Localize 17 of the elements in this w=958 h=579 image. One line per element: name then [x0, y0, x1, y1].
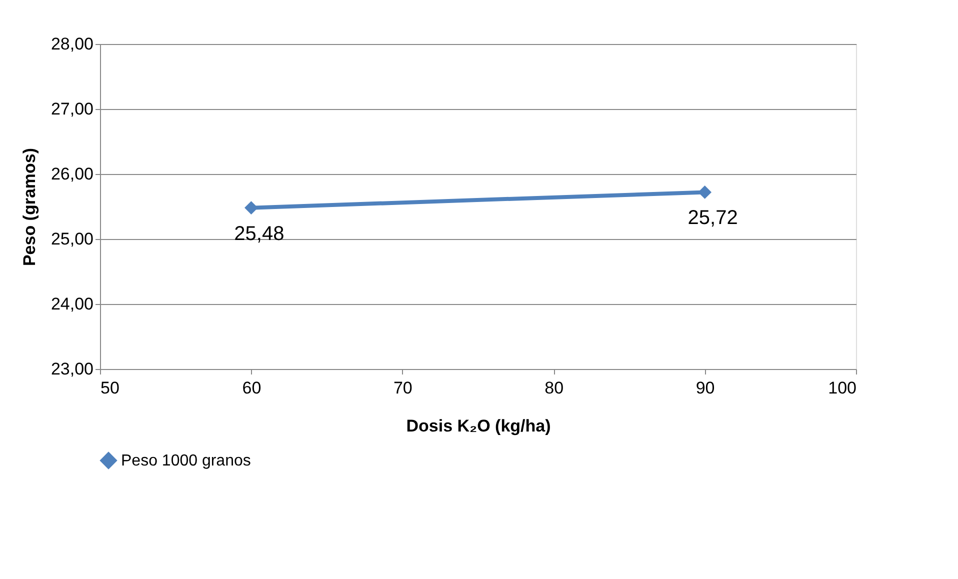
y-axis-title: Peso (gramos) [20, 148, 39, 266]
x-tick-label: 70 [393, 378, 412, 398]
data-label: 25,72 [688, 207, 738, 230]
x-tick-label: 60 [242, 378, 262, 398]
x-tick-label: 90 [696, 378, 715, 398]
legend-label: Peso 1000 granos [121, 452, 251, 470]
x-axis-title: Dosis K₂O (kg/ha) [406, 416, 551, 436]
y-tick-label: 27,00 [50, 100, 94, 118]
y-tick-label: 23,00 [50, 360, 94, 378]
x-tick-label: 100 [828, 378, 856, 398]
data-label: 25,48 [234, 222, 284, 245]
y-tick-label: 28,00 [50, 34, 94, 54]
y-tick-label: 24,00 [50, 294, 94, 314]
x-tick-label: 50 [100, 378, 120, 398]
y-tick-label: 26,00 [50, 164, 94, 184]
x-tick-label: 80 [544, 378, 564, 398]
y-tick-label: 25,00 [50, 230, 94, 248]
